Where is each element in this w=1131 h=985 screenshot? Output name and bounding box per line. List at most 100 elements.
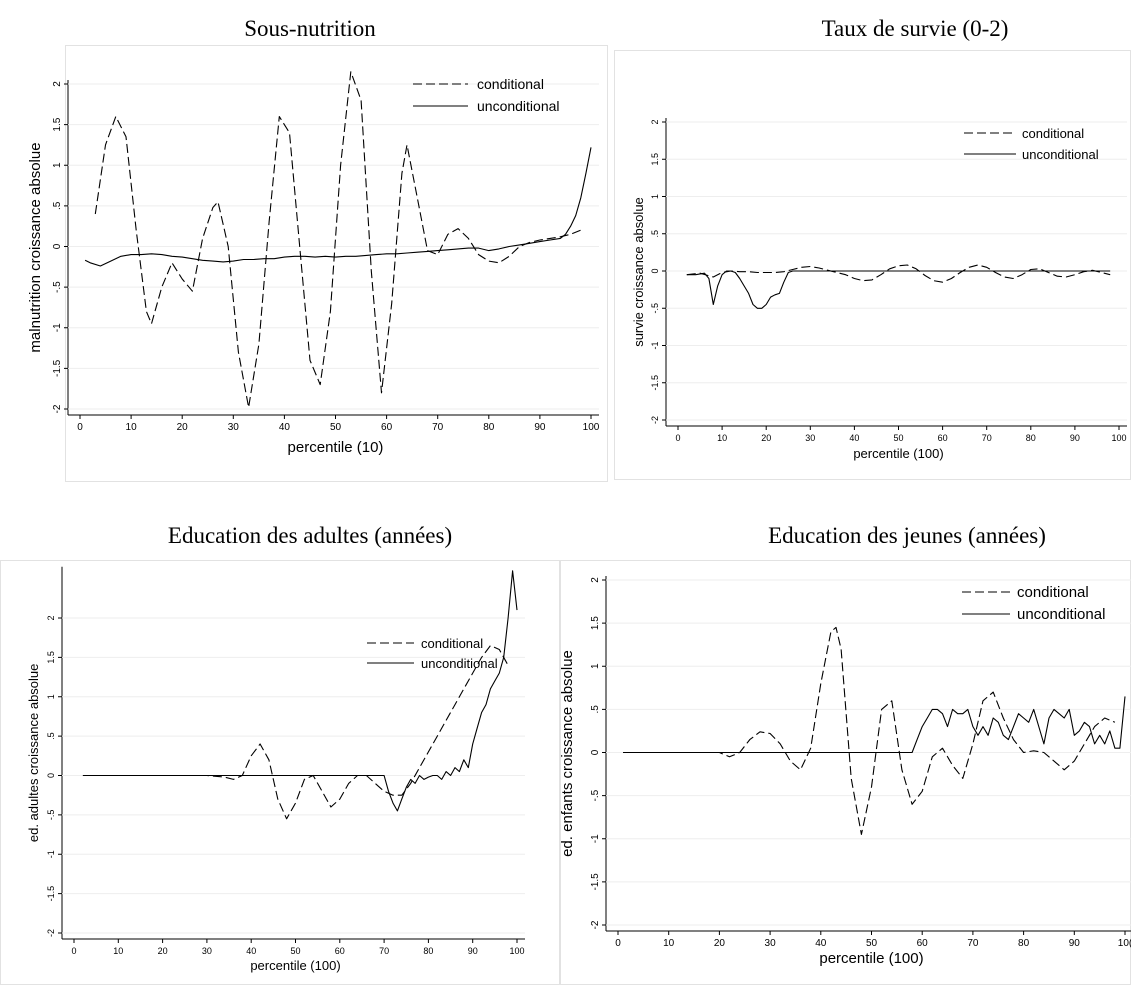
chart-1-x-tick-label: 40: [279, 422, 291, 433]
chart-2-series-conditional-line: [686, 264, 1111, 283]
chart-4-x-tick-label: 30: [765, 938, 777, 949]
chart-1-y-tick-label: .5: [52, 201, 63, 210]
chart-1-x-tick-label: 0: [77, 422, 83, 433]
chart-4-x-tick-label: 60: [917, 938, 929, 949]
chart-1-legend-conditional-label: conditional: [477, 76, 544, 92]
chart-2-legend-unconditional-label: unconditional: [1022, 147, 1099, 162]
chart-3-y-tick-label: -1.5: [46, 886, 56, 902]
chart-2-x-tick-label: 90: [1070, 433, 1080, 443]
chart-4-x-tick-label: 0: [615, 938, 621, 949]
chart-2-x-tick-label: 0: [675, 433, 680, 443]
chart-2-y-tick-label: .5: [650, 230, 660, 238]
chart-4-x-tick-label: 50: [866, 938, 878, 949]
chart-2-y-tick-label: -.5: [650, 303, 660, 314]
chart-3-y-axis-label: ed. adultes croissance absolue: [26, 664, 41, 843]
chart-4-y-tick-label: 0: [590, 749, 601, 755]
chart-1-title: Sous-nutrition: [244, 16, 376, 41]
chart-1-x-tick-label: 60: [381, 422, 393, 433]
chart-2-y-tick-label: 0: [650, 268, 660, 273]
chart-3-x-tick-label: 30: [202, 946, 212, 956]
chart-4-y-axis-label: ed. enfants croissance absolue: [559, 650, 576, 857]
chart-3-x-tick-label: 70: [379, 946, 389, 956]
chart-2-x-tick-label: 30: [805, 433, 815, 443]
chart-2-x-tick-label: 100: [1111, 433, 1126, 443]
chart-1-x-tick-label: 50: [330, 422, 342, 433]
chart-1-y-tick-label: 1.5: [52, 117, 63, 131]
chart-1-y-tick-label: 2: [52, 81, 63, 87]
chart-2-x-tick-label: 20: [761, 433, 771, 443]
chart-4-x-tick-label: 40: [815, 938, 827, 949]
chart-3-y-tick-label: .5: [46, 732, 56, 740]
chart-4-legend-unconditional-label: unconditional: [1017, 606, 1105, 623]
chart-1-x-tick-label: 70: [432, 422, 444, 433]
chart-4-y-tick-label: -1.5: [590, 873, 601, 891]
chart-1-series-unconditional-line: [84, 147, 592, 267]
chart-3-x-tick-label: 50: [290, 946, 300, 956]
chart-2-y-tick-label: 1.5: [650, 153, 660, 166]
chart-3-y-tick-label: 1.5: [46, 651, 56, 664]
chart-3-y-tick-label: 2: [46, 615, 56, 620]
chart-4-y-tick-label: 1.5: [590, 616, 601, 630]
chart-1-x-tick-label: 20: [177, 422, 189, 433]
chart-3-y-tick-label: 1: [46, 694, 56, 699]
chart-3-x-tick-label: 80: [423, 946, 433, 956]
chart-4-x-tick-label: 20: [714, 938, 726, 949]
chart-2-x-tick-label: 60: [938, 433, 948, 443]
chart-1-x-tick-label: 10: [126, 422, 138, 433]
chart-3-x-tick-label: 0: [71, 946, 76, 956]
chart-3-x-tick-label: 20: [158, 946, 168, 956]
chart-4-x-tick-label: 90: [1069, 938, 1081, 949]
chart-4-y-tick-label: -2: [590, 920, 601, 929]
chart-2-x-tick-label: 70: [982, 433, 992, 443]
chart-1-y-tick-label: -1: [52, 323, 63, 332]
chart-4-y-tick-label: 1: [590, 663, 601, 669]
chart-2-y-tick-label: -1: [650, 341, 660, 349]
chart-1-series-conditional-line: [94, 71, 582, 408]
chart-3-x-tick-label: 100: [509, 946, 524, 956]
chart-4-frame: [560, 560, 1131, 985]
chart-3-y-tick-label: -2: [46, 929, 56, 937]
chart-1-y-tick-label: -1.5: [52, 359, 63, 377]
chart-2-x-tick-label: 10: [717, 433, 727, 443]
chart-1-frame: [65, 45, 608, 482]
chart-1-x-axis-label: percentile (10): [288, 439, 384, 456]
chart-1-x-tick-label: 100: [583, 422, 600, 433]
chart-4-x-tick-label: 80: [1018, 938, 1030, 949]
chart-4-series-conditional-line: [623, 626, 1116, 835]
chart-2-y-tick-label: -2: [650, 416, 660, 424]
chart-3-y-tick-label: -1: [46, 850, 56, 858]
chart-2-x-axis-label: percentile (100): [853, 446, 943, 461]
chart-1-y-tick-label: 1: [52, 162, 63, 168]
chart-4-y-tick-label: 2: [590, 577, 601, 583]
chart-2-x-tick-label: 40: [849, 433, 859, 443]
chart-1-y-axis-label: malnutrition croissance absolue: [27, 142, 44, 352]
chart-4-x-axis-label: percentile (100): [819, 950, 923, 967]
chart-3-x-tick-label: 90: [468, 946, 478, 956]
chart-3-legend-unconditional-label: unconditional: [421, 656, 498, 671]
chart-3-series-unconditional-line: [82, 570, 518, 812]
chart-1-x-tick-label: 30: [228, 422, 240, 433]
chart-1-y-tick-label: 0: [52, 243, 63, 249]
chart-3-x-axis-label: percentile (100): [250, 958, 340, 973]
chart-1-y-tick-label: -2: [52, 404, 63, 413]
chart-3-x-tick-label: 10: [113, 946, 123, 956]
chart-2-y-tick-label: -1.5: [650, 375, 660, 391]
chart-4-x-tick-label: 70: [967, 938, 979, 949]
chart-4-y-tick-label: .5: [590, 705, 601, 714]
chart-4-title: Education des jeunes (années): [768, 523, 1046, 548]
chart-2-legend-conditional-label: conditional: [1022, 126, 1084, 141]
chart-2-title: Taux de survie (0-2): [821, 16, 1009, 41]
chart-3-y-tick-label: -.5: [46, 810, 56, 821]
chart-1-y-tick-label: -.5: [52, 281, 63, 293]
chart-1-x-tick-label: 80: [483, 422, 495, 433]
chart-2-x-tick-label: 50: [893, 433, 903, 443]
chart-3-x-tick-label: 60: [335, 946, 345, 956]
chart-2-series-unconditional-line: [686, 270, 1111, 309]
chart-2-y-tick-label: 2: [650, 119, 660, 124]
chart-4-series-unconditional-line: [623, 696, 1126, 754]
chart-3-title: Education des adultes (années): [167, 523, 453, 548]
